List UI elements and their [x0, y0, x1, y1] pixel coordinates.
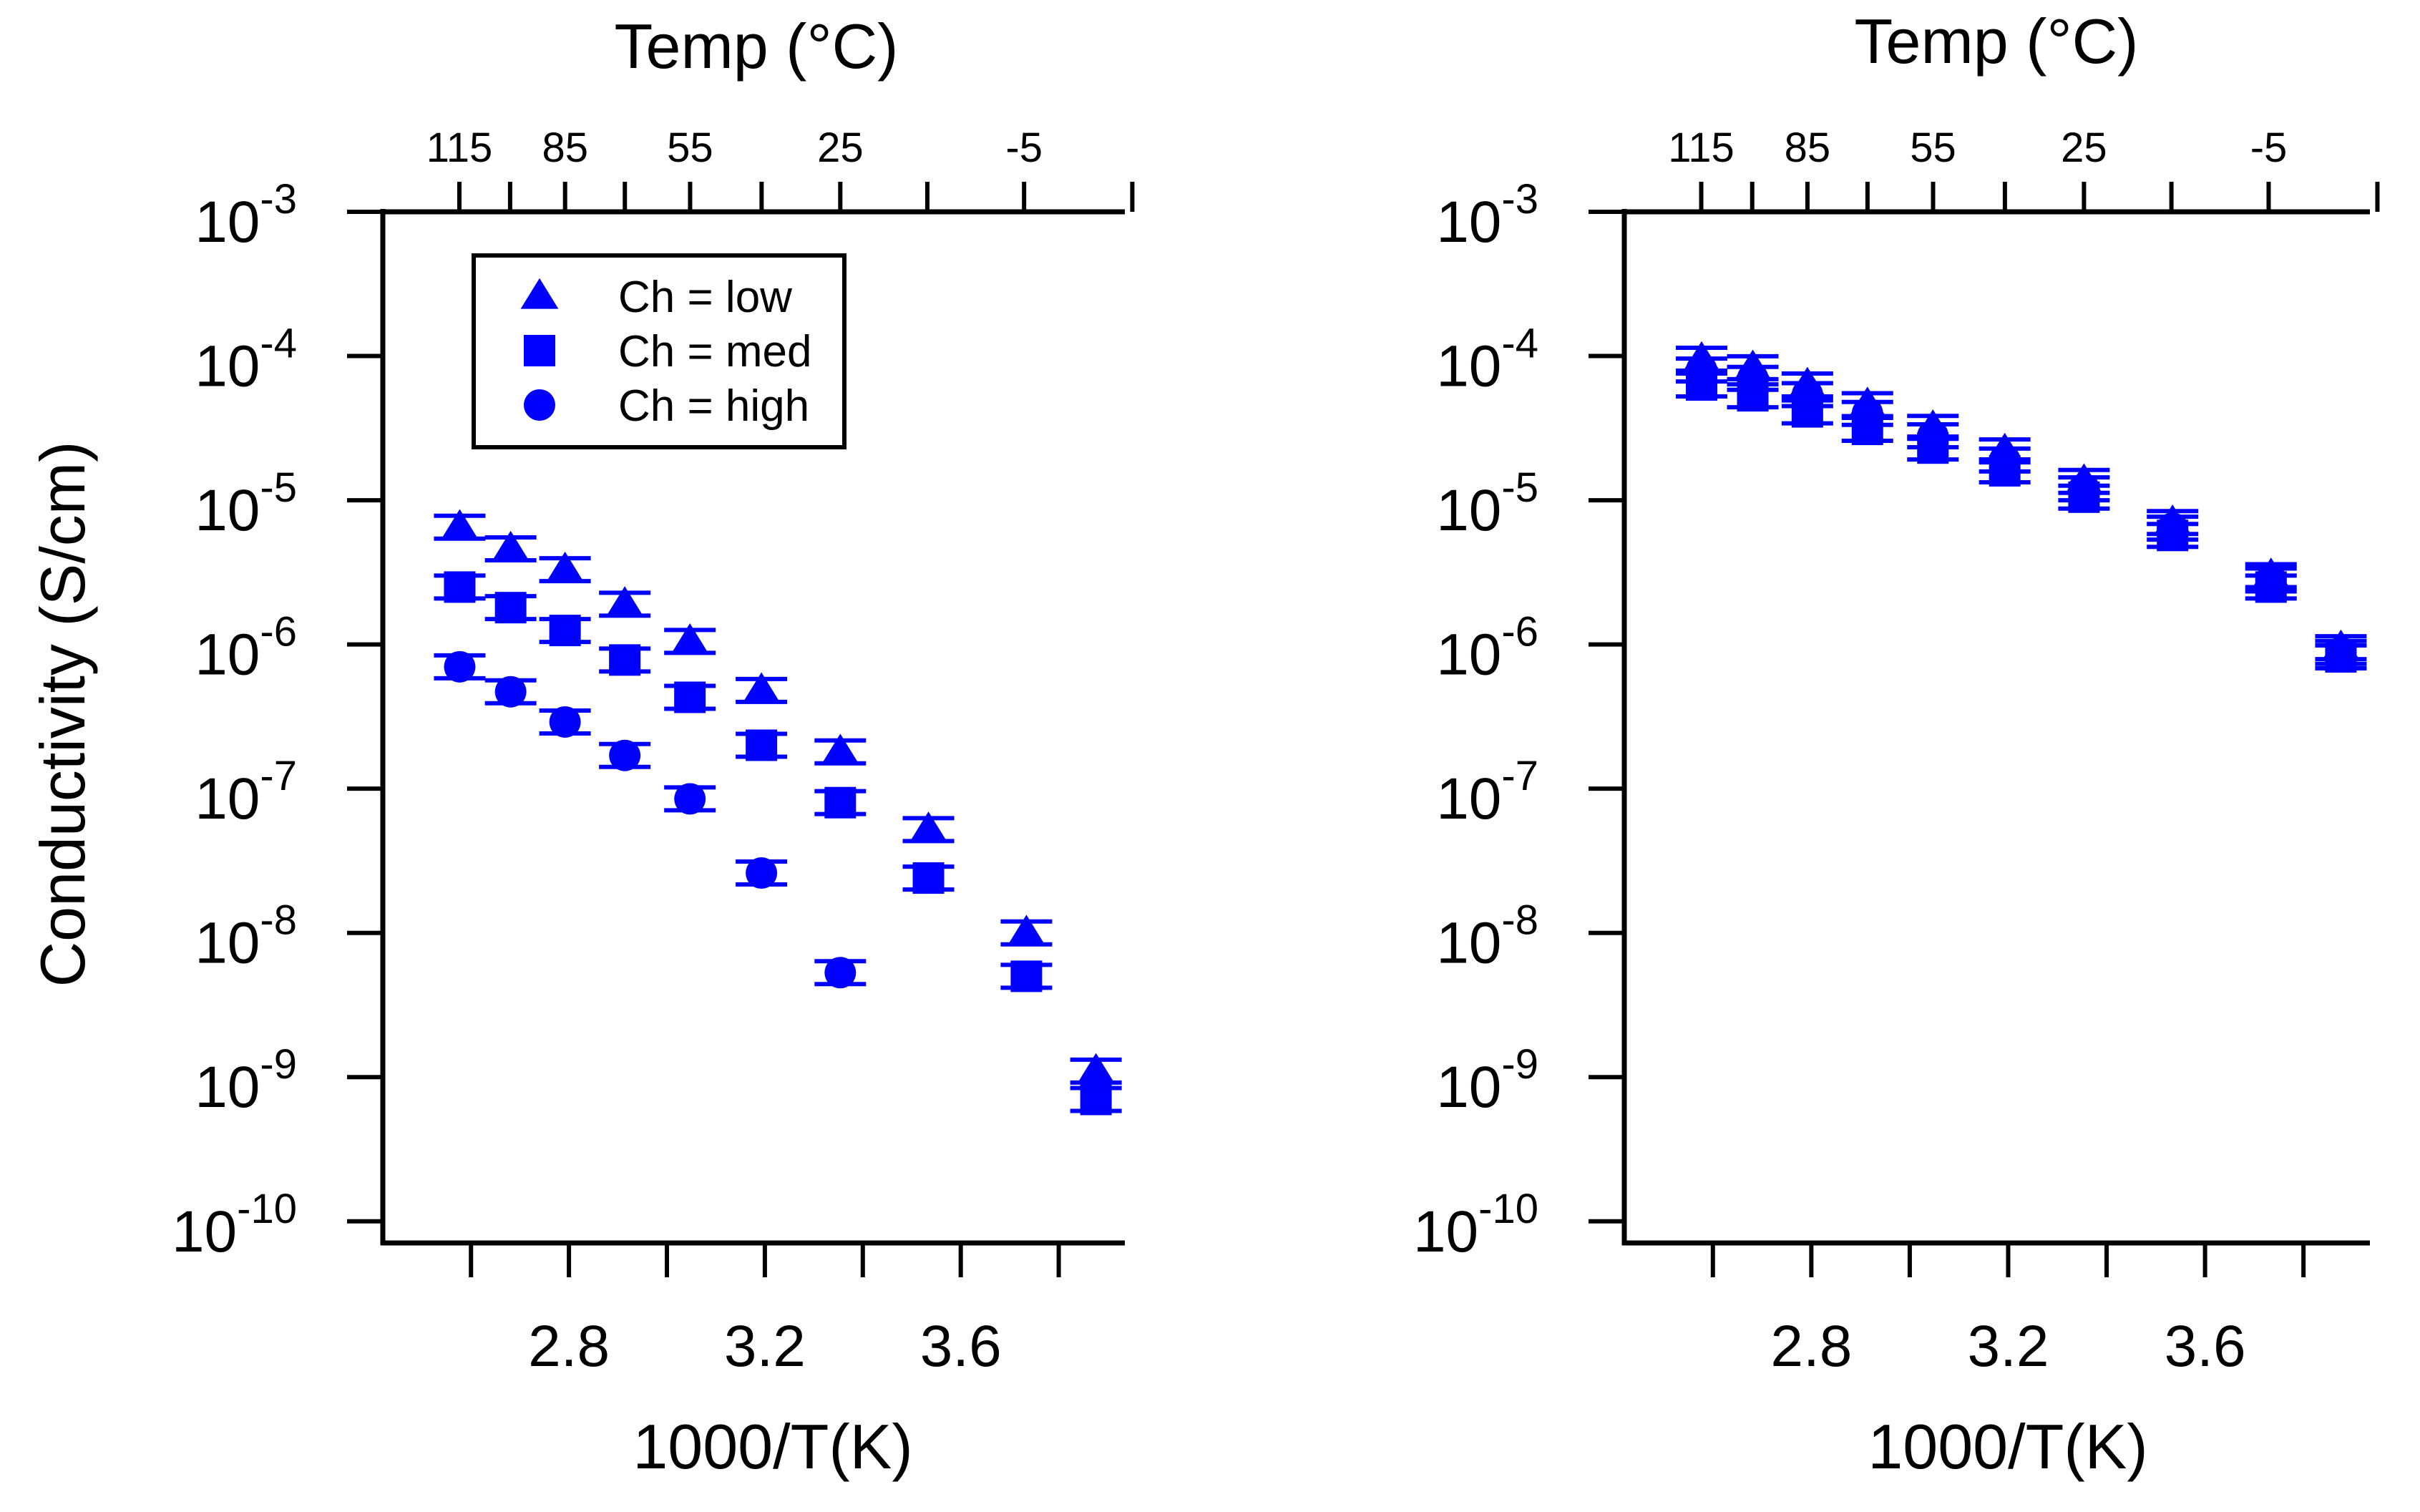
- right-top-tick-label: -5: [2250, 125, 2288, 171]
- right-x-tick-label: 3.6: [2165, 1314, 2246, 1379]
- right-circle-point: [2325, 636, 2357, 668]
- left-square-point: [674, 681, 706, 713]
- right-panel: 1000/T(K) Temp (°C) 10-3 10-4 10-5 10-6 10-7…: [1413, 6, 2380, 1482]
- right-circle-point: [1851, 397, 1883, 429]
- left-top-tick-label: 25: [817, 125, 864, 171]
- left-triangle-point: [605, 586, 644, 618]
- left-y-tick-label: 10-3: [195, 176, 297, 255]
- right-y-tick-label: 10-3: [1436, 176, 1538, 255]
- left-square-point: [609, 644, 641, 676]
- right-x-tick-label: 2.8: [1770, 1314, 1852, 1379]
- left-legend-triangle-icon: [520, 278, 559, 309]
- left-top-tick-label: -5: [1005, 125, 1043, 171]
- left-circle-point: [746, 857, 778, 889]
- left-triangle-point: [546, 551, 585, 582]
- left-x-tick-label: 3.2: [724, 1314, 806, 1379]
- left-circle-point: [444, 650, 476, 683]
- right-top-axis-label: Temp (°C): [1855, 6, 2139, 77]
- left-triangle-point: [909, 811, 947, 842]
- right-circle-point: [1917, 419, 1949, 452]
- left-top-axis-label: Temp (°C): [615, 11, 899, 82]
- left-square-point: [824, 786, 857, 819]
- left-triangle-point: [821, 733, 859, 765]
- right-circle-point: [2068, 473, 2100, 505]
- right-y-tick-label: 10-4: [1436, 321, 1538, 399]
- left-y-tick-label: 10-9: [195, 1041, 297, 1120]
- left-x-tick-label: 2.8: [528, 1314, 610, 1379]
- left-legend-square-icon: [524, 335, 555, 366]
- left-legend-label: Ch = med: [618, 327, 812, 376]
- left-legend-label: Ch = low: [618, 273, 792, 322]
- right-top-tick-label: 55: [1910, 125, 1956, 171]
- right-y-tick-label: 10-5: [1436, 464, 1538, 543]
- left-legend-circle-icon: [524, 389, 555, 421]
- left-circle-point: [494, 675, 527, 708]
- left-circle-point: [609, 739, 641, 771]
- left-y-tick-label: 10-7: [195, 753, 297, 831]
- left-square-point: [746, 729, 778, 761]
- right-circle-point: [2255, 564, 2287, 596]
- right-y-tick-label: 10-8: [1436, 897, 1538, 976]
- right-top-tick-label: 85: [1785, 125, 1831, 171]
- right-circle-point: [2157, 512, 2189, 545]
- right-top-tick-label: 115: [1668, 125, 1734, 171]
- right-y-tick-label: 10-7: [1436, 753, 1538, 831]
- left-x-axis-label: 1000/T(K): [633, 1411, 912, 1482]
- y-axis-label: Conductivity (S/cm): [27, 442, 98, 987]
- left-triangle-point: [1077, 1053, 1116, 1084]
- left-top-tick-label: 115: [426, 125, 492, 171]
- left-legend-label: Ch = high: [618, 381, 809, 431]
- right-circle-point: [1685, 354, 1717, 386]
- right-x-axis-label: 1000/T(K): [1868, 1411, 2147, 1482]
- right-x-tick-label: 3.2: [1967, 1314, 2049, 1379]
- left-triangle-point: [742, 672, 781, 703]
- left-square-point: [1010, 960, 1043, 992]
- right-y-tick-label: 10-10: [1413, 1186, 1538, 1264]
- left-square-point: [444, 571, 476, 603]
- left-top-tick-label: 55: [667, 125, 713, 171]
- left-circle-point: [674, 783, 706, 815]
- left-circle-point: [549, 706, 581, 738]
- left-triangle-point: [492, 530, 530, 562]
- left-y-tick-label: 10-4: [195, 321, 297, 399]
- right-y-tick-label: 10-6: [1436, 609, 1538, 688]
- right-y-tick-label: 10-9: [1436, 1041, 1538, 1120]
- left-square-point: [912, 862, 945, 894]
- left-y-tick-label: 10-5: [195, 464, 297, 543]
- left-square-point: [549, 615, 581, 647]
- left-square-point: [1080, 1083, 1112, 1116]
- left-y-tick-label: 10-6: [195, 609, 297, 688]
- left-y-tick-label: 10-10: [172, 1186, 297, 1264]
- left-top-tick-label: 85: [542, 125, 588, 171]
- left-circle-point: [824, 957, 857, 989]
- right-circle-point: [1989, 444, 2021, 476]
- left-x-tick-label: 3.6: [920, 1314, 1002, 1379]
- left-triangle-point: [1007, 914, 1045, 946]
- left-triangle-point: [670, 623, 709, 654]
- right-top-tick-label: 25: [2061, 125, 2107, 171]
- left-y-tick-label: 10-8: [195, 897, 297, 976]
- left-panel: 1000/T(K) Temp (°C) 10-3 10-4 10-5 10-6 10-7…: [172, 11, 1135, 1482]
- right-circle-point: [1737, 362, 1769, 394]
- left-triangle-point: [441, 509, 479, 540]
- left-square-point: [494, 592, 527, 624]
- right-circle-point: [1791, 379, 1823, 411]
